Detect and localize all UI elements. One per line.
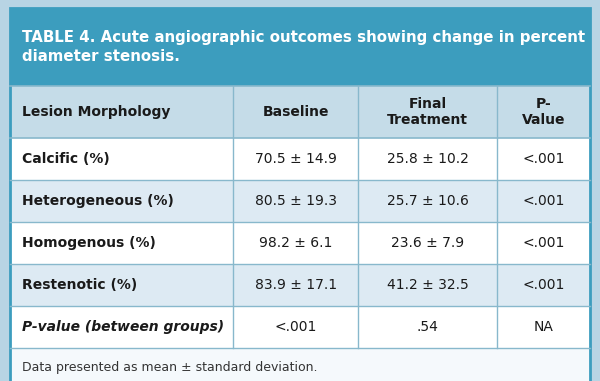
Text: <.001: <.001 bbox=[523, 194, 565, 208]
Text: Restenotic (%): Restenotic (%) bbox=[22, 278, 137, 292]
Text: 25.7 ± 10.6: 25.7 ± 10.6 bbox=[386, 194, 469, 208]
Text: 80.5 ± 19.3: 80.5 ± 19.3 bbox=[254, 194, 337, 208]
Text: 83.9 ± 17.1: 83.9 ± 17.1 bbox=[254, 278, 337, 292]
Text: Lesion Morphology: Lesion Morphology bbox=[22, 105, 170, 119]
Bar bbox=[10, 306, 590, 348]
Text: Homogenous (%): Homogenous (%) bbox=[22, 236, 156, 250]
Text: <.001: <.001 bbox=[523, 152, 565, 166]
Text: 25.8 ± 10.2: 25.8 ± 10.2 bbox=[386, 152, 469, 166]
Text: Baseline: Baseline bbox=[262, 105, 329, 119]
Text: TABLE 4. Acute angiographic outcomes showing change in percent
diameter stenosis: TABLE 4. Acute angiographic outcomes sho… bbox=[22, 30, 585, 64]
Text: P-value (between groups): P-value (between groups) bbox=[22, 320, 224, 334]
Text: 70.5 ± 14.9: 70.5 ± 14.9 bbox=[255, 152, 337, 166]
Text: 23.6 ± 7.9: 23.6 ± 7.9 bbox=[391, 236, 464, 250]
Text: <.001: <.001 bbox=[523, 278, 565, 292]
Text: Calcific (%): Calcific (%) bbox=[22, 152, 110, 166]
Text: P-
Value: P- Value bbox=[522, 97, 565, 127]
Bar bbox=[10, 86, 590, 138]
Bar bbox=[10, 222, 590, 264]
Text: .54: .54 bbox=[416, 320, 439, 334]
Bar bbox=[10, 348, 590, 381]
Text: 41.2 ± 32.5: 41.2 ± 32.5 bbox=[387, 278, 469, 292]
Text: Final
Treatment: Final Treatment bbox=[387, 97, 468, 127]
Text: NA: NA bbox=[533, 320, 554, 334]
Text: Heterogeneous (%): Heterogeneous (%) bbox=[22, 194, 174, 208]
Text: <.001: <.001 bbox=[523, 236, 565, 250]
Bar bbox=[10, 8, 590, 86]
Text: Data presented as mean ± standard deviation.: Data presented as mean ± standard deviat… bbox=[22, 360, 317, 373]
Text: <.001: <.001 bbox=[274, 320, 317, 334]
Bar bbox=[10, 138, 590, 180]
Text: 98.2 ± 6.1: 98.2 ± 6.1 bbox=[259, 236, 332, 250]
Bar bbox=[10, 264, 590, 306]
Bar bbox=[10, 180, 590, 222]
